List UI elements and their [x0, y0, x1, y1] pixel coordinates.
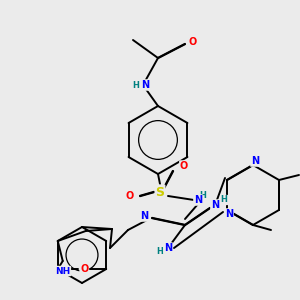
Text: O: O [180, 161, 188, 171]
Text: H: H [200, 190, 206, 200]
Text: N: N [140, 211, 148, 221]
Text: H: H [157, 248, 164, 256]
Text: H: H [133, 80, 140, 89]
Text: N: N [251, 156, 259, 166]
Text: N: N [211, 200, 219, 210]
Text: H: H [220, 196, 227, 205]
Text: O: O [126, 191, 134, 201]
Text: N: N [194, 195, 202, 205]
Text: N: N [141, 80, 149, 90]
Text: N: N [164, 243, 172, 253]
Text: S: S [155, 185, 164, 199]
Text: N: N [225, 209, 233, 219]
Text: NH: NH [55, 266, 70, 275]
Text: O: O [189, 37, 197, 47]
Text: O: O [80, 264, 88, 274]
